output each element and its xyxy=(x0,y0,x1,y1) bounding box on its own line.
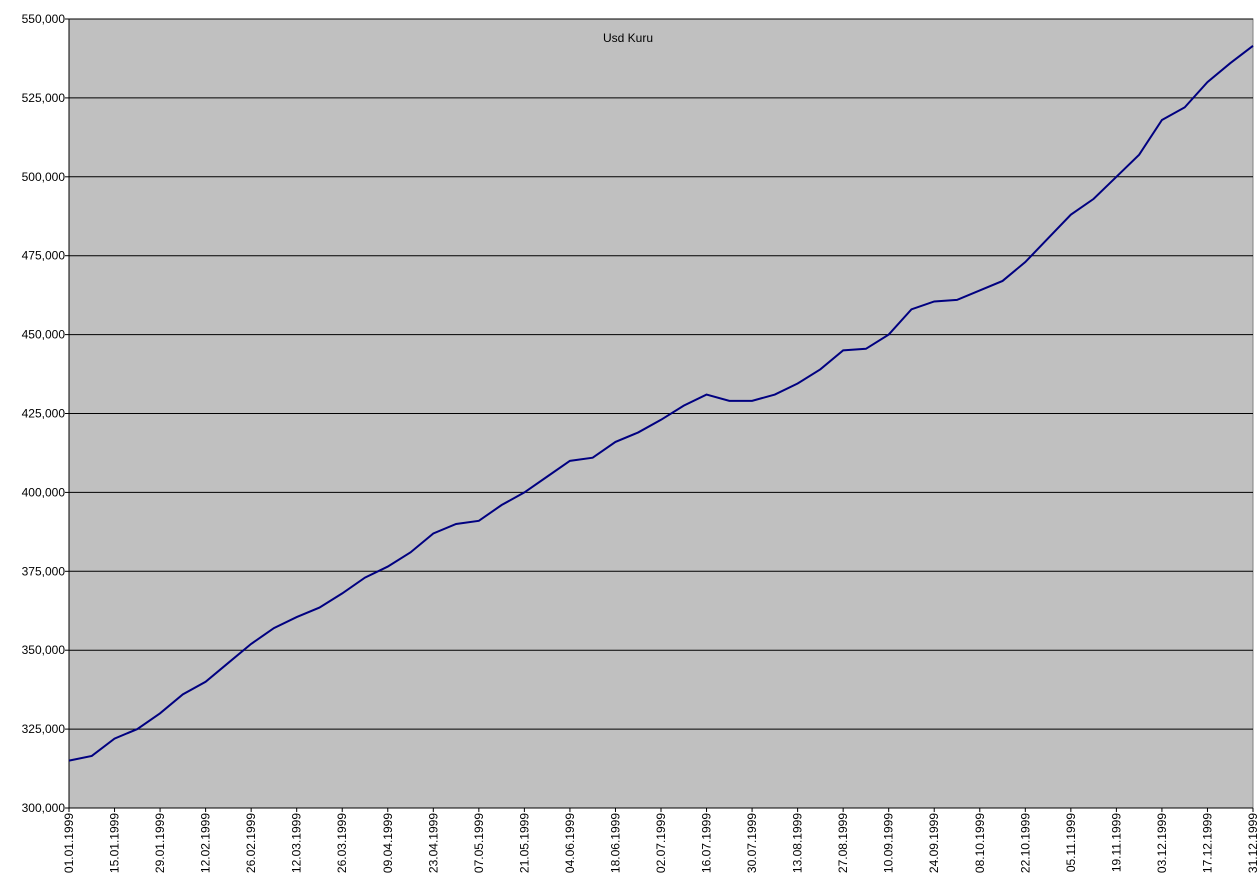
x-tick-label: 02.07.1999 xyxy=(654,813,668,873)
y-tick-label: 425,000 xyxy=(22,407,66,421)
data-line xyxy=(68,45,1254,762)
x-tick-label: 12.02.1999 xyxy=(199,813,213,873)
y-tick-label: 500,000 xyxy=(22,170,66,184)
x-tick-label: 17.12.1999 xyxy=(1200,813,1214,873)
x-tick-label: 22.10.1999 xyxy=(1018,813,1032,873)
y-tick-label: 525,000 xyxy=(22,91,66,105)
y-tick-label: 350,000 xyxy=(22,643,66,657)
x-tick-label: 08.10.1999 xyxy=(973,813,987,873)
x-tick-label: 05.11.1999 xyxy=(1064,813,1078,872)
x-tick-label: 24.09.1999 xyxy=(927,813,941,873)
y-tick-label: 325,000 xyxy=(22,722,66,736)
x-tick-label: 01.01.1999 xyxy=(62,813,76,873)
x-tick-label: 09.04.1999 xyxy=(381,813,395,873)
y-tick-label: 475,000 xyxy=(22,249,66,263)
x-tick-label: 13.08.1999 xyxy=(791,813,805,873)
x-tick-label: 15.01.1999 xyxy=(108,813,122,873)
y-tick-label: 375,000 xyxy=(22,564,66,578)
x-tick-label: 04.06.1999 xyxy=(563,813,577,873)
y-tick-label: 400,000 xyxy=(22,485,66,499)
x-tick-label: 26.03.1999 xyxy=(335,813,349,873)
y-tick-label: 300,000 xyxy=(22,801,66,815)
x-tick-label: 29.01.1999 xyxy=(153,813,167,873)
y-tick-label: 550,000 xyxy=(22,12,66,26)
x-tick-label: 18.06.1999 xyxy=(608,813,622,873)
x-tick-label: 23.04.1999 xyxy=(426,813,440,873)
x-tick-label: 07.05.1999 xyxy=(472,813,486,873)
x-tick-label: 31.12.1999 xyxy=(1246,813,1259,873)
x-tick-label: 16.07.1999 xyxy=(700,813,714,873)
x-tick-label: 03.12.1999 xyxy=(1155,813,1169,873)
x-tick-label: 26.02.1999 xyxy=(244,813,258,873)
x-tick-label: 30.07.1999 xyxy=(745,813,759,873)
x-tick-label: 21.05.1999 xyxy=(517,813,531,873)
chart-title: Usd Kuru xyxy=(603,31,653,45)
y-tick-label: 450,000 xyxy=(22,328,66,342)
x-tick-label: 10.09.1999 xyxy=(882,813,896,873)
x-tick-label: 12.03.1999 xyxy=(290,813,304,873)
x-tick-label: 19.11.1999 xyxy=(1109,813,1123,872)
x-tick-label: 27.08.1999 xyxy=(836,813,850,873)
